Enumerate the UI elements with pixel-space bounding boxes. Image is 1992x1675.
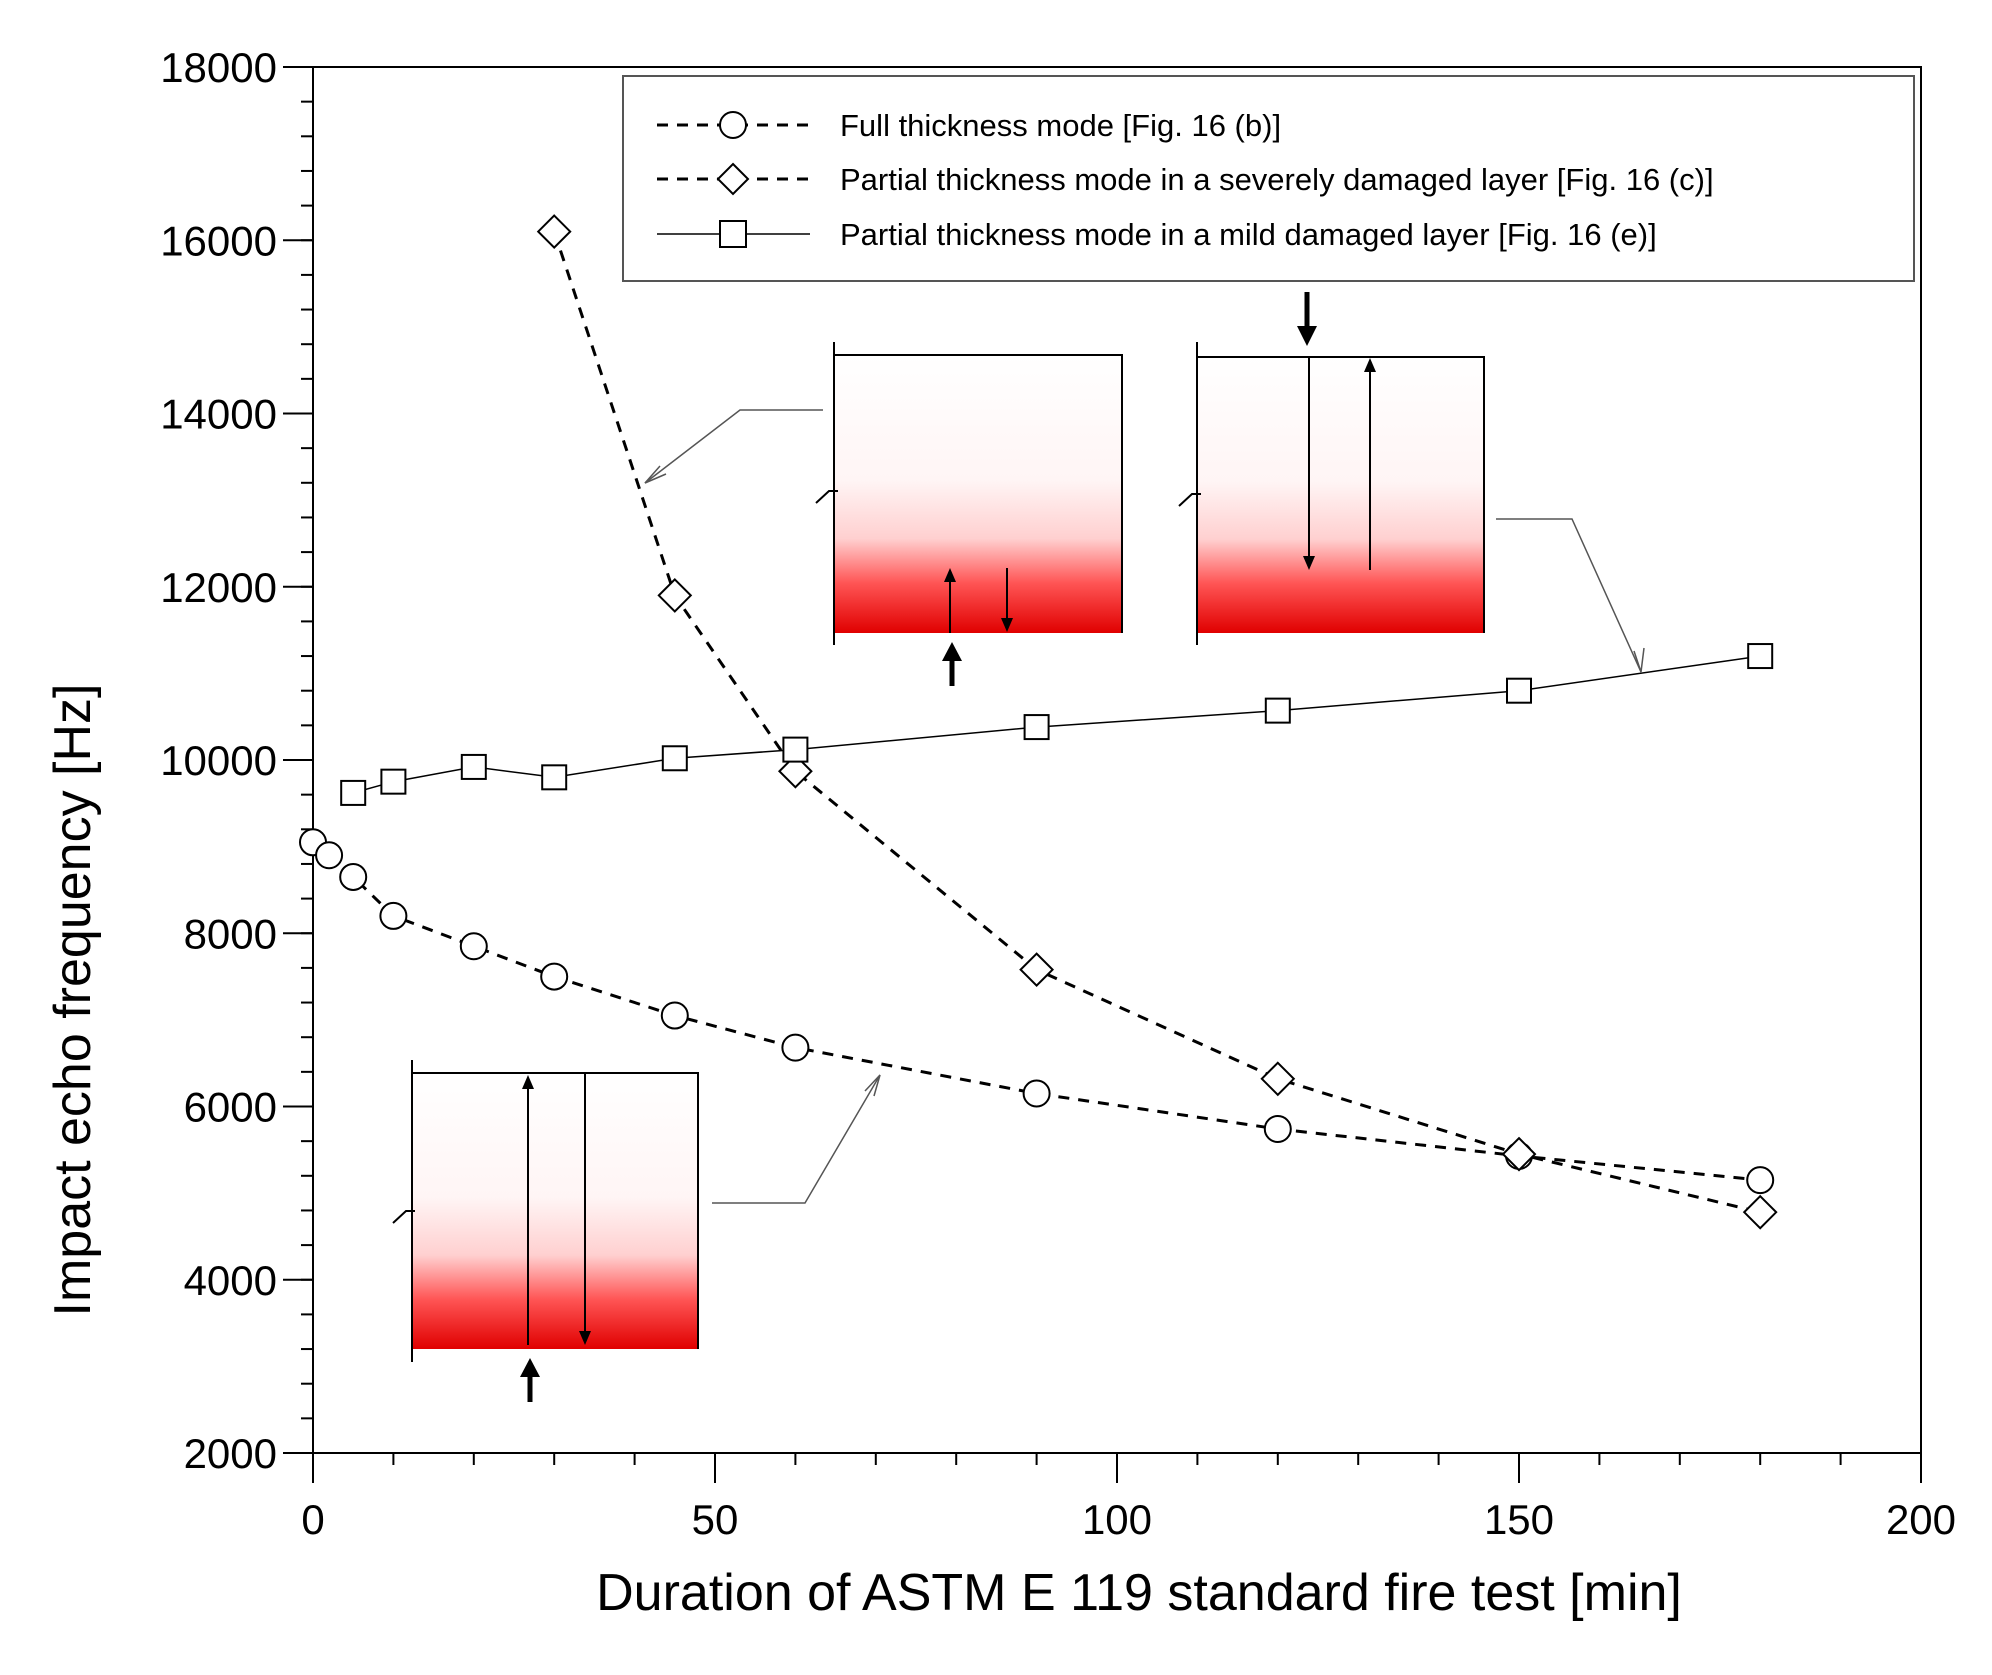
series-square [340,643,1774,806]
legend-marker-diamond [716,162,750,196]
data-point-square [1264,697,1291,724]
data-point-circle [339,862,368,891]
inset-full-top-right [412,1072,699,1349]
x-tick-label: 150 [1484,1496,1554,1543]
y-tick-label: 18000 [160,44,277,91]
data-point-circle [660,1001,689,1030]
data-point-diamond [1019,952,1055,988]
inset-full-impact-arrow [520,1358,540,1377]
series [299,214,1778,1230]
data-point-diamond [657,577,693,613]
legend-label-severe-layer: Partial thickness mode in a severely dam… [840,162,1714,197]
legend-marker-circle [719,111,747,139]
inset-full-break-mark [392,1210,415,1224]
data-point-circle [1263,1115,1292,1144]
y-tick-label: 16000 [160,217,277,264]
data-point-square [1023,714,1050,741]
legend-label-full-thickness: Full thickness mode [Fig. 16 (b)] [840,108,1281,143]
inset-severe-impact-arrow [942,642,962,661]
x-tick-label: 50 [692,1496,739,1543]
data-point-square [1747,643,1774,670]
inset-full-wave-up-head [522,1075,534,1089]
inset-full-wave-down-head [579,1331,591,1345]
x-tick-label: 200 [1886,1496,1956,1543]
y-tick-label: 4000 [184,1257,277,1304]
data-point-square [460,753,487,780]
data-point-circle [1022,1079,1051,1108]
data-point-square [340,779,367,806]
ticks: 2000400060008000100001200014000160001800… [160,44,1956,1543]
leader-severe [644,409,823,484]
inset-mild-slab [1197,357,1484,633]
inset-mild-layer-diagram [1178,292,1645,673]
data-point-diamond [1742,1194,1778,1230]
inset-severe-wave-up-head [944,568,956,582]
data-point-diamond [1260,1061,1296,1097]
y-tick-label: 12000 [160,564,277,611]
x-tick-label: 100 [1082,1496,1152,1543]
legend-box [622,75,1915,282]
data-point-square [782,736,809,763]
inset-mild-wave-up-head [1364,358,1376,372]
data-point-circle [540,962,569,991]
data-point-square [541,764,568,791]
inset-severe-wave-down-head [1001,618,1013,632]
leader-severe-head [644,465,667,484]
inset-severe-break-mark [815,490,838,504]
inset-severe-layer-diagram [644,342,1123,686]
inset-mild-break-mark [1178,493,1201,507]
legend-entry-severe-layer: Partial thickness mode in a severely dam… [657,162,1714,197]
inset-mild-impact-arrow [1297,326,1317,346]
inset-mild-wave-down-head [1303,556,1315,570]
legend-entry-full-thickness: Full thickness mode [Fig. 16 (b)] [657,108,1281,143]
inset-full-slab [412,1073,698,1349]
series-circle [299,828,1775,1195]
data-point-diamond [777,753,813,789]
data-point-square [380,768,407,795]
y-axis-title: Impact echo frequency [Hz] [44,684,102,1317]
series-line-diamond [552,231,1761,1214]
leader-mild-head [1633,647,1645,673]
data-point-circle [1746,1166,1775,1195]
data-point-circle [315,841,344,870]
data-point-circle [379,901,408,930]
leader-full [712,1074,881,1204]
inset-severe-slab [834,355,1122,633]
data-point-circle [781,1033,810,1062]
y-tick-label: 2000 [184,1430,277,1477]
series-diamond [536,214,1778,1230]
series-line-square [352,655,1761,794]
legend-marker-square [719,220,747,248]
inset-mild-top-right [1197,356,1485,633]
legend-label-mild-layer: Partial thickness mode in a mild damaged… [840,217,1657,252]
data-point-circle [459,932,488,961]
y-tick-label: 10000 [160,737,277,784]
legend: Full thickness mode [Fig. 16 (b)] Partia… [622,75,1915,282]
x-tick-label: 0 [301,1496,324,1543]
leader-full-head [864,1074,881,1097]
inset-severe-top-right [834,354,1123,633]
x-axis-title: Duration of ASTM E 119 standard fire tes… [596,1564,1682,1622]
leader-mild [1496,518,1642,673]
legend-entry-mild-layer: Partial thickness mode in a mild damaged… [657,217,1657,252]
data-point-diamond [1501,1136,1537,1172]
y-tick-label: 14000 [160,391,277,438]
inset-full-thickness-diagram [392,1060,881,1402]
data-point-diamond [536,214,572,250]
y-tick-label: 8000 [184,910,277,957]
data-point-square [1506,677,1532,704]
data-point-square [661,745,688,772]
y-tick-label: 6000 [184,1084,277,1131]
